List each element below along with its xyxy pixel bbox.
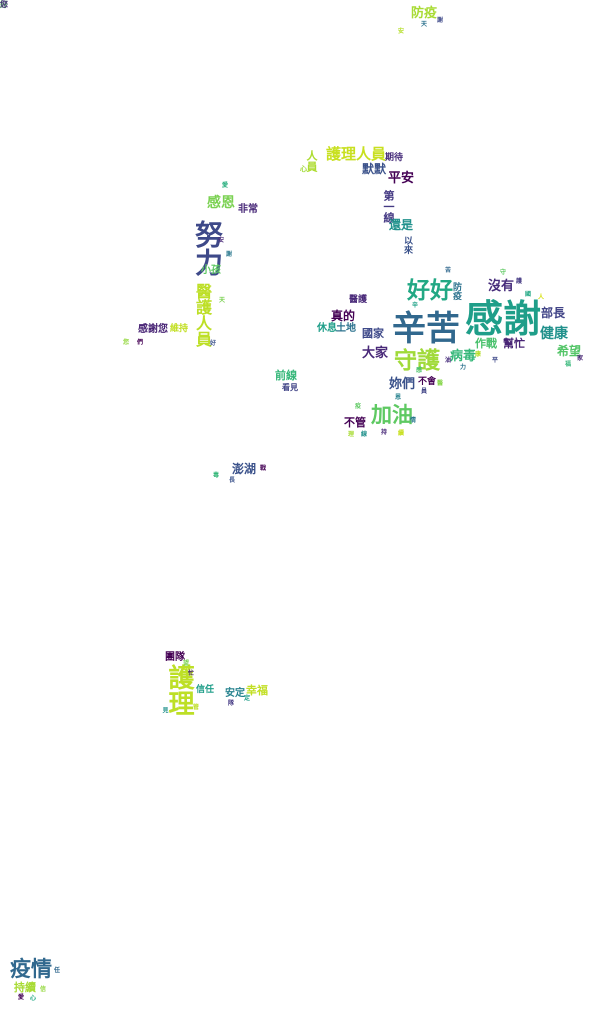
word-91: 安 bbox=[398, 28, 405, 35]
word-0: 防疫 bbox=[411, 6, 438, 21]
word-5: 默默 bbox=[362, 162, 387, 176]
word-66: 力 bbox=[460, 364, 467, 371]
word-39: 不管 bbox=[344, 416, 366, 429]
word-70: 醫 bbox=[437, 380, 444, 387]
word-89: 愛 bbox=[18, 994, 25, 1001]
word-13: 非常 bbox=[238, 204, 258, 215]
word-14: 醫護人員 bbox=[193, 283, 212, 347]
word-9: 還是 bbox=[389, 218, 414, 232]
word-33: 部長 bbox=[541, 306, 566, 320]
word-68: 感 bbox=[416, 367, 423, 374]
word-60: 國 bbox=[525, 291, 532, 298]
word-12: 感恩 bbox=[207, 195, 235, 211]
word-95: 您 bbox=[0, 0, 8, 9]
word-88: 信 bbox=[40, 986, 47, 993]
word-35: 希望 bbox=[557, 344, 582, 358]
word-11: 努力 bbox=[191, 220, 224, 276]
word-59: 護 bbox=[516, 278, 523, 285]
word-90: 心 bbox=[30, 995, 37, 1002]
word-46: 幸福 bbox=[246, 684, 268, 697]
word-71: 員 bbox=[421, 388, 428, 395]
word-65: 康 bbox=[475, 351, 482, 358]
word-44: 護理 bbox=[164, 664, 194, 716]
word-52: 天 bbox=[219, 297, 226, 304]
word-73: 線 bbox=[361, 431, 368, 438]
word-56: 辛 bbox=[412, 302, 419, 309]
word-54: 您 bbox=[123, 339, 130, 346]
word-28: 妳們 bbox=[389, 377, 416, 392]
word-57: 苦 bbox=[445, 267, 452, 274]
word-53: 好 bbox=[210, 340, 217, 347]
word-79: 毒 bbox=[213, 472, 220, 479]
word-45: 安定 bbox=[225, 688, 245, 699]
word-85: 隊 bbox=[228, 700, 235, 707]
word-74: 持 bbox=[381, 429, 388, 436]
word-58: 守 bbox=[500, 269, 507, 276]
word-40: 防疫 bbox=[451, 282, 461, 300]
word-62: 家 bbox=[577, 355, 584, 362]
word-30: 病毒 bbox=[450, 349, 477, 364]
word-41: 醫護 bbox=[349, 295, 368, 305]
word-81: 望 bbox=[183, 660, 190, 667]
word-16: 感謝您 bbox=[138, 324, 168, 335]
word-4: 期待 bbox=[385, 153, 404, 163]
word-94: 好 bbox=[0, 0, 8, 9]
word-61: 人 bbox=[538, 294, 545, 301]
word-93: 天 bbox=[421, 21, 428, 28]
word-29: 不會 bbox=[418, 377, 437, 387]
word-31: 作戰 bbox=[475, 337, 497, 350]
word-76: 情 bbox=[410, 417, 417, 424]
word-92: 謝 bbox=[437, 17, 444, 24]
word-67: 油 bbox=[445, 357, 452, 364]
word-50: 安 bbox=[218, 237, 225, 244]
word-7: 平安 bbox=[388, 171, 415, 186]
word-78: 戰 bbox=[260, 465, 267, 472]
word-8: 第一線 bbox=[382, 190, 395, 223]
word-17: 維持 bbox=[170, 324, 189, 334]
word-19: 感謝 bbox=[465, 296, 542, 341]
word-15: 小孩 bbox=[201, 265, 221, 276]
word-10: 以來 bbox=[402, 236, 412, 254]
word-1: 疫情 bbox=[10, 956, 52, 981]
word-51: 謝 bbox=[226, 251, 233, 258]
word-83: 見 bbox=[161, 707, 168, 713]
word-80: 長 bbox=[229, 477, 236, 484]
word-21: 守護 bbox=[394, 347, 440, 374]
word-48: 心 bbox=[300, 164, 307, 173]
word-37: 前線 bbox=[275, 369, 297, 382]
word-49: 愛 bbox=[222, 182, 229, 189]
word-64: 平 bbox=[492, 357, 499, 364]
word-25: 國家 bbox=[362, 327, 384, 340]
word-34: 健康 bbox=[540, 326, 568, 342]
word-23: 真的 bbox=[331, 309, 356, 323]
word-42: 澎湖 bbox=[232, 462, 257, 476]
word-6: 人員 bbox=[305, 150, 318, 172]
word-72: 理 bbox=[348, 431, 355, 438]
word-38: 看見 bbox=[282, 382, 298, 392]
word-87: 任 bbox=[54, 967, 61, 974]
word-22: 加油 bbox=[371, 402, 413, 427]
word-82: 忙 bbox=[188, 670, 195, 677]
word-18: 辛苦 bbox=[392, 309, 460, 349]
word-32: 沒有 bbox=[488, 279, 515, 294]
word-75: 續 bbox=[398, 430, 405, 437]
word-47: 信任 bbox=[196, 685, 215, 695]
word-26: 休息 bbox=[317, 323, 337, 334]
word-24: 大家 bbox=[362, 346, 389, 361]
word-86: 定 bbox=[244, 695, 251, 702]
word-55: 們 bbox=[137, 339, 144, 346]
word-2: 持續 bbox=[14, 981, 36, 994]
word-27: 土地 bbox=[336, 323, 356, 334]
word-3: 護理人員 bbox=[326, 145, 387, 163]
word-43: 團隊 bbox=[165, 652, 185, 663]
word-77: 疫 bbox=[355, 403, 362, 410]
word-36: 幫忙 bbox=[503, 337, 525, 350]
word-69: 恩 bbox=[395, 394, 402, 401]
word-63: 福 bbox=[565, 361, 572, 368]
word-84: 管 bbox=[193, 704, 200, 711]
word-20: 好好 bbox=[407, 277, 453, 304]
